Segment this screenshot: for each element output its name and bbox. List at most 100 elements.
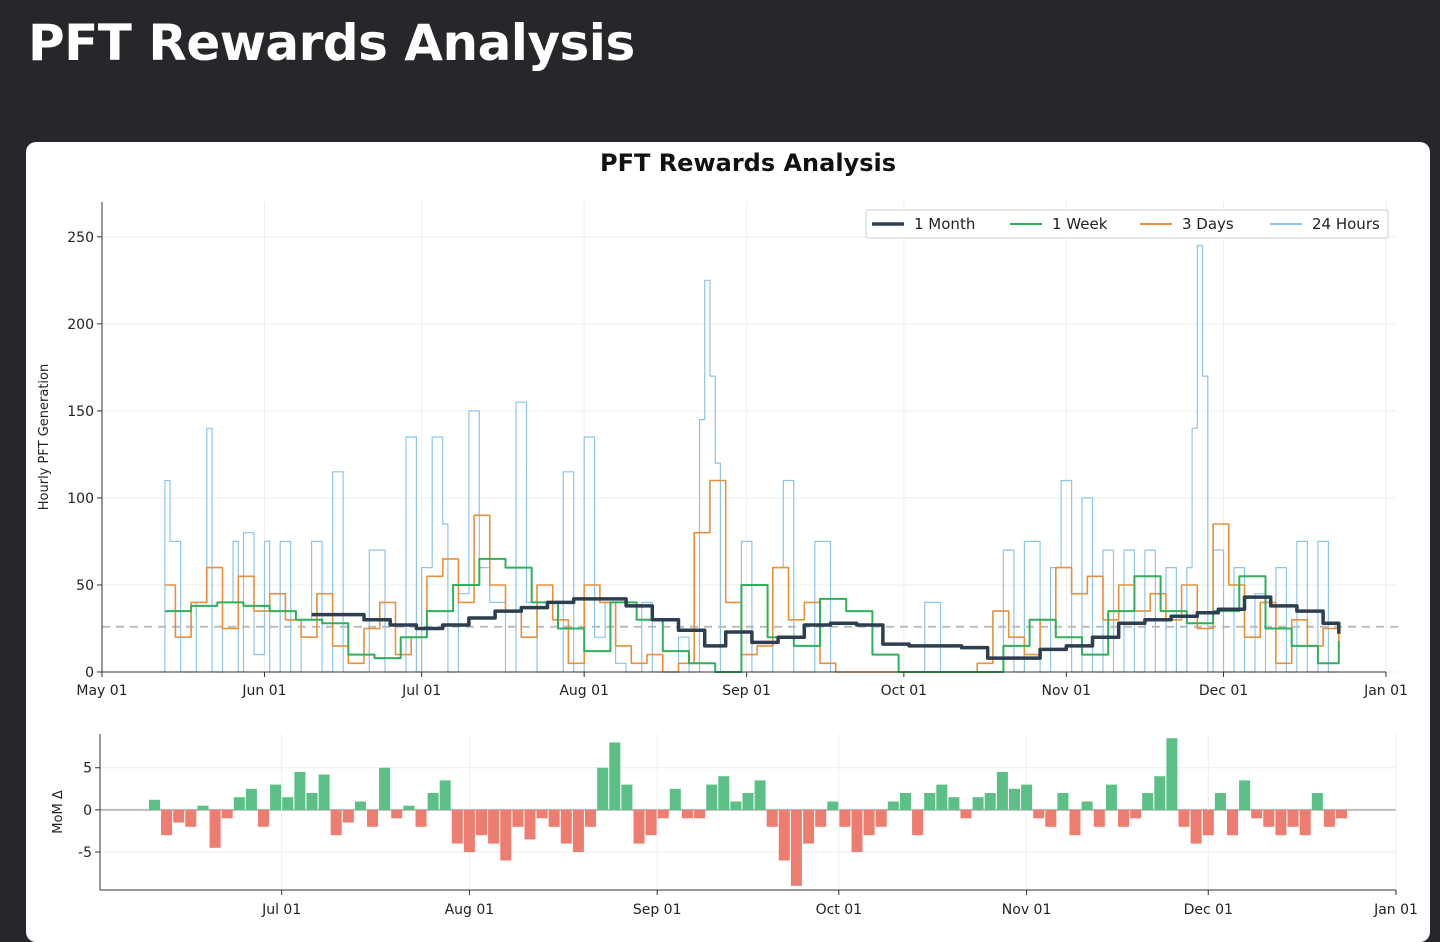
delta-bar — [754, 780, 766, 810]
delta-bar — [209, 809, 221, 848]
delta-y-tick-label: 5 — [83, 761, 92, 777]
delta-bar — [427, 793, 439, 810]
chart-card: PFT Rewards Analysis 0 50 100 150 200 250 May … — [26, 142, 1430, 942]
delta-y-tick-label: -5 — [78, 845, 92, 861]
main-chart-y-axis-label: Hourly PFT Generation — [37, 364, 52, 510]
delta-bar — [766, 809, 778, 827]
delta-bar — [524, 809, 536, 840]
delta-bar — [815, 809, 827, 827]
delta-bar — [851, 809, 863, 853]
delta-bar — [1166, 738, 1178, 810]
delta-bar — [803, 809, 815, 844]
delta-bar — [669, 788, 681, 810]
delta-bar — [391, 809, 403, 819]
delta-bar — [1045, 809, 1057, 827]
delta-x-tick-label: Jul 01 — [261, 902, 301, 918]
chart-svg: PFT Rewards Analysis 050100150200250May … — [37, 149, 1418, 918]
main-y-tick-label: 250 — [67, 230, 94, 246]
delta-bar — [500, 809, 512, 861]
delta-bar — [790, 809, 802, 886]
delta-bar — [258, 809, 269, 827]
main-chart-axes — [101, 202, 1386, 673]
main-y-tick-label: 200 — [67, 317, 94, 333]
delta-bar — [1142, 793, 1154, 810]
delta-bar — [1239, 780, 1251, 810]
delta-bar — [778, 809, 790, 861]
delta-bar — [173, 809, 185, 823]
delta-bar — [233, 797, 245, 810]
delta-bar — [1021, 784, 1033, 810]
series-line-month — [311, 595, 1341, 660]
delta-bar — [936, 784, 948, 810]
delta-bar — [379, 767, 391, 810]
delta-bar — [694, 809, 706, 819]
delta-x-tick-label: Oct 01 — [816, 902, 862, 918]
delta-bar — [706, 784, 718, 810]
legend-box — [865, 209, 1389, 239]
delta-bar — [887, 801, 899, 810]
delta-bar — [149, 799, 160, 810]
chart-title: PFT Rewards Analysis — [600, 149, 896, 177]
delta-bar — [270, 784, 282, 810]
delta-bar — [875, 809, 887, 827]
delta-bar — [197, 805, 209, 810]
main-x-tick-label: Dec 01 — [1199, 683, 1248, 699]
delta-x-tick-label: Aug 01 — [445, 902, 495, 918]
delta-bar — [1118, 809, 1129, 827]
delta-bar — [960, 809, 972, 819]
series-line-week — [164, 557, 1340, 673]
main-chart-series — [159, 244, 1341, 673]
delta-bar — [597, 767, 609, 810]
main-x-tick-label: May 01 — [76, 683, 127, 699]
delta-bar — [560, 809, 572, 844]
delta-bar — [827, 801, 839, 810]
delta-bar — [996, 771, 1008, 810]
delta-bar — [451, 809, 463, 844]
delta-bar — [306, 793, 318, 810]
delta-x-tick-label: Jan 01 — [1373, 902, 1418, 918]
delta-bar — [1154, 776, 1166, 810]
delta-bar — [536, 809, 548, 819]
main-chart-grid — [101, 202, 1396, 673]
delta-bar — [185, 809, 197, 827]
main-x-tick-label: Jul 01 — [401, 683, 441, 699]
delta-bar — [488, 809, 500, 844]
legend-label-week: 1 Week — [1052, 215, 1108, 233]
main-x-tick-label: Aug 01 — [559, 683, 609, 699]
delta-x-tick-label: Dec 01 — [1184, 902, 1233, 918]
chart-legend: 1 Month 1 Week 3 Days 24 Hours — [865, 209, 1389, 239]
delta-bar — [730, 801, 742, 810]
delta-bar — [1299, 809, 1311, 836]
main-y-tick-label: 100 — [67, 491, 94, 507]
delta-bar — [512, 809, 524, 827]
delta-bar — [1287, 809, 1299, 827]
delta-bar — [1105, 784, 1117, 810]
legend-label-month: 1 Month — [914, 215, 975, 233]
delta-bar — [972, 797, 984, 810]
delta-bar — [403, 805, 415, 810]
delta-bar — [1214, 793, 1226, 810]
delta-bar — [984, 793, 996, 810]
delta-bar — [330, 809, 342, 836]
delta-bar — [342, 809, 354, 823]
delta-bar — [1093, 809, 1105, 827]
delta-bar — [633, 809, 645, 844]
page-title: PFT Rewards Analysis — [28, 14, 635, 72]
delta-bar — [645, 809, 657, 836]
delta-bar — [548, 809, 560, 827]
main-y-tick-label: 50 — [76, 578, 94, 594]
delta-bar — [585, 809, 596, 827]
delta-bar — [1251, 809, 1263, 819]
delta-bar — [1190, 809, 1202, 844]
delta-bar — [657, 809, 669, 819]
delta-chart-ticks: 5 0 -5 Jul 01 Aug 01 Sep 01 Oct 01 Nov 01 Dec 01… — [78, 761, 1418, 918]
delta-bar — [463, 809, 475, 853]
delta-bar — [1009, 788, 1020, 810]
delta-chart-y-axis-label: MoM Δ — [51, 790, 66, 834]
delta-bar — [718, 776, 730, 810]
delta-bar — [294, 771, 306, 810]
delta-bar — [948, 797, 960, 810]
delta-chart-bars — [149, 738, 1347, 886]
delta-bar — [1311, 793, 1323, 810]
delta-bar — [1081, 801, 1093, 810]
